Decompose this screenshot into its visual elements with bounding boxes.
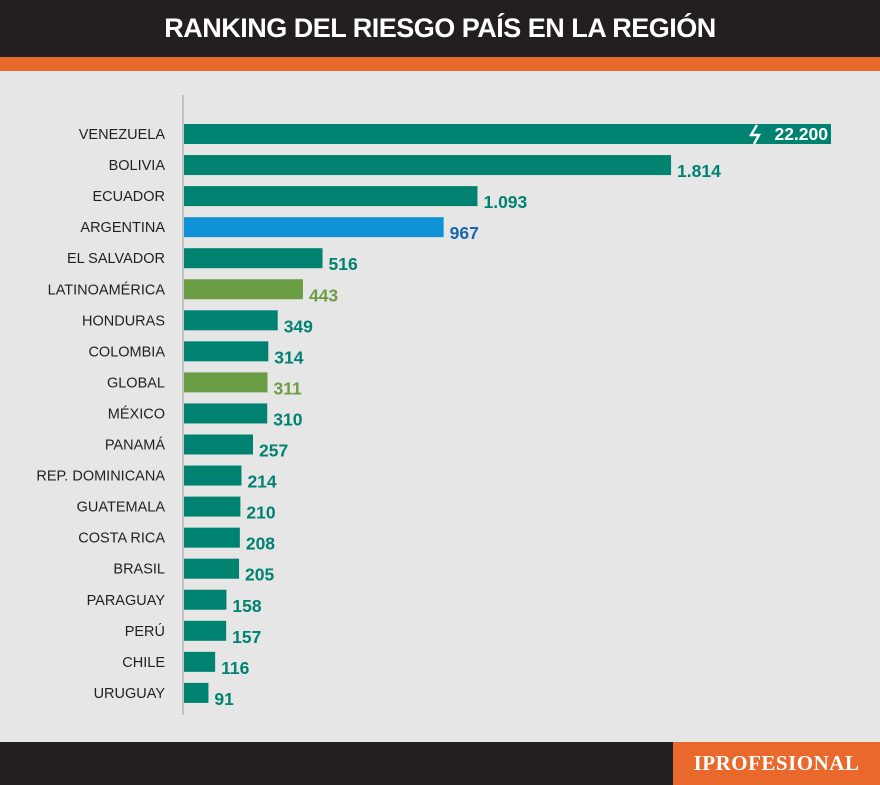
- value-label-global: 311: [274, 378, 302, 398]
- category-labels: VENEZUELA BOLIVIA ECUADOR ARGENTINA EL SALVA…: [36, 127, 165, 702]
- value-label-uruguay: 91: [214, 689, 234, 709]
- value-label-mexico: 310: [273, 409, 302, 429]
- category-label-mexico: MÉXICO: [108, 405, 165, 422]
- bar-venezuela: [184, 124, 831, 144]
- axis-break-icon: [748, 124, 762, 145]
- category-label-ecuador: ECUADOR: [92, 189, 165, 205]
- category-label-brasil: BRASIL: [113, 562, 165, 578]
- category-label-el-salvador: EL SALVADOR: [67, 251, 165, 267]
- category-label-guatemala: GUATEMALA: [77, 500, 166, 516]
- chart-title: RANKING DEL RIESGO PAÍS EN LA REGIÓN: [0, 0, 880, 57]
- value-label-guatemala: 210: [246, 503, 275, 523]
- bar-el-salvador: [184, 248, 323, 269]
- category-label-panama: PANAMÁ: [105, 437, 165, 454]
- bar-chile: [184, 651, 216, 672]
- value-label-panama: 257: [259, 441, 288, 461]
- bar-uruguay: [184, 682, 209, 703]
- category-label-honduras: HONDURAS: [82, 313, 165, 329]
- value-label-venezuela: 22.200: [774, 124, 828, 144]
- value-label-honduras: 349: [284, 316, 313, 336]
- category-label-paraguay: PARAGUAY: [87, 593, 166, 609]
- category-label-bolivia: BOLIVIA: [109, 158, 166, 174]
- value-label-argentina: 967: [450, 223, 479, 243]
- value-label-el-salvador: 516: [329, 254, 358, 274]
- value-label-bolivia: 1.814: [677, 161, 721, 181]
- value-label-peru: 157: [232, 627, 261, 647]
- category-label-argentina: ARGENTINA: [80, 220, 165, 236]
- category-label-peru: PERÚ: [125, 623, 165, 640]
- bar-honduras: [184, 310, 278, 331]
- value-label-chile: 116: [221, 658, 249, 678]
- value-label-costa-rica: 208: [246, 534, 275, 554]
- value-label-ecuador: 1.093: [483, 192, 527, 212]
- bar-panama: [184, 434, 254, 455]
- category-label-global: GLOBAL: [107, 375, 165, 391]
- category-label-venezuela: VENEZUELA: [79, 127, 166, 143]
- category-label-rep-dominicana: REP. DOMINICANA: [36, 469, 165, 485]
- bar-peru: [184, 620, 227, 641]
- value-label-colombia: 314: [274, 347, 303, 367]
- bar-chart: VENEZUELA BOLIVIA ECUADOR ARGENTINA EL SALVA…: [36, 95, 831, 715]
- bars: [184, 124, 831, 703]
- value-label-rep-dominicana: 214: [247, 472, 276, 492]
- bar-ecuador: [184, 186, 478, 207]
- bar-argentina: [184, 217, 444, 238]
- value-label-paraguay: 158: [232, 596, 261, 616]
- bar-colombia: [184, 341, 269, 362]
- bar-global: [184, 372, 268, 393]
- bar-brasil: [184, 558, 240, 579]
- category-label-costa-rica: COSTA RICA: [78, 531, 165, 547]
- bar-paraguay: [184, 589, 227, 610]
- value-label-latinoamerica: 443: [309, 285, 338, 305]
- bar-rep-dominicana: [184, 465, 242, 486]
- brand-logo: IPROFESIONAL: [673, 742, 880, 785]
- header-accent-stripe: [0, 57, 880, 71]
- value-label-brasil: 205: [245, 565, 274, 585]
- category-label-colombia: COLOMBIA: [88, 344, 165, 360]
- category-label-uruguay: URUGUAY: [94, 686, 166, 702]
- bar-bolivia: [184, 155, 672, 176]
- bar-latinoamerica: [184, 279, 303, 300]
- bar-guatemala: [184, 496, 241, 517]
- category-label-chile: CHILE: [122, 655, 165, 671]
- category-label-latinoamerica: LATINOAMÉRICA: [48, 281, 166, 298]
- bar-mexico: [184, 403, 268, 424]
- bar-costa-rica: [184, 527, 240, 548]
